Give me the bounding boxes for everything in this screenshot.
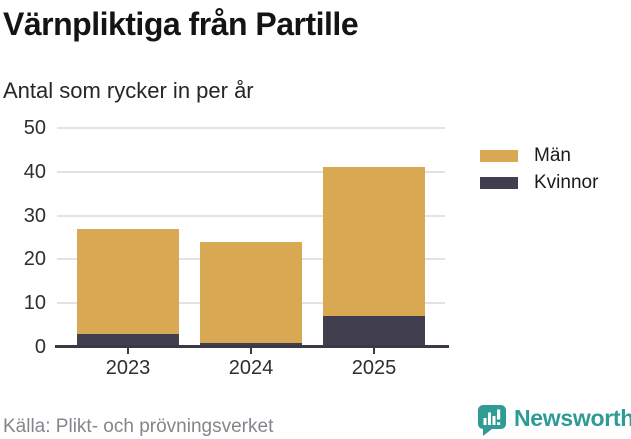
chart-title: Värnpliktiga från Partille [3,6,359,42]
gridline-50 [57,127,445,129]
legend-label: Kvinnor [534,172,599,193]
y-axis-tick-label: 0 [34,336,46,358]
legend-item-kvinnor: Kvinnor [480,172,599,193]
legend-swatch [480,177,518,189]
y-axis-tick-label: 50 [23,117,46,139]
x-axis-line [55,345,449,348]
x-axis-label: 2024 [228,357,274,379]
newsworthy-wordmark: Newsworthy [514,405,631,431]
legend: Män Kvinnor [480,145,599,204]
y-axis-tick-label: 20 [23,248,46,271]
x-axis-tick [127,348,129,354]
x-axis-tick [250,348,252,354]
newsworthy-logo-link[interactable]: Newsworthy [477,404,631,437]
source-note: Källa: Plikt- och prövningsverket [3,416,274,437]
bar-män-2023 [77,228,179,334]
x-axis-tick [373,348,375,354]
gridline-30 [57,214,445,217]
y-axis-tick-label: 10 [23,292,46,315]
x-axis-label: 2025 [351,357,397,379]
legend-swatch [480,150,518,162]
chart-subtitle: Antal som rycker in per år [3,78,254,103]
bar-kvinnor-2024 [200,342,302,347]
bar-kvinnor-2025 [323,316,425,347]
x-axis-label: 2023 [105,357,151,379]
legend-item-män: Män [480,145,598,166]
y-axis-tick-label: 30 [23,204,46,227]
bar-kvinnor-2023 [77,333,179,347]
bar-män-2025 [323,167,425,317]
bar-chart-speech-bubble-icon [477,404,507,437]
legend-label: Män [534,145,571,166]
y-axis-tick-label: 40 [23,160,46,183]
bar-män-2024 [200,241,302,343]
gridline-40 [57,170,445,173]
